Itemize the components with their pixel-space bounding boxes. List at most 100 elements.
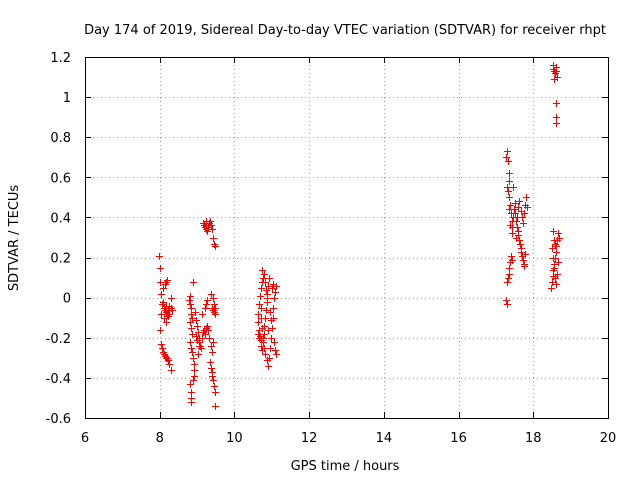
data-point xyxy=(509,257,516,264)
data-point xyxy=(260,275,267,282)
data-point xyxy=(210,295,217,302)
data-point xyxy=(270,305,277,312)
data-point xyxy=(506,271,513,278)
data-point xyxy=(522,251,529,258)
data-point xyxy=(169,307,176,314)
data-point xyxy=(186,297,193,304)
data-point xyxy=(212,403,219,410)
data-point xyxy=(207,218,214,225)
data-point xyxy=(189,331,196,338)
x-tick-labels: 6 8 10 12 14 16 18 20 xyxy=(81,431,616,446)
data-point xyxy=(269,285,276,292)
data-point xyxy=(187,319,194,326)
data-point xyxy=(189,349,196,356)
data-point xyxy=(199,311,206,318)
data-point xyxy=(188,345,195,352)
data-point xyxy=(552,275,559,282)
data-point xyxy=(520,257,527,264)
grid-lines xyxy=(85,57,608,418)
data-point xyxy=(269,325,276,332)
data-point xyxy=(548,285,555,292)
data-point xyxy=(271,295,278,302)
data-point xyxy=(268,335,275,342)
x-tick-label: 8 xyxy=(156,431,164,446)
y-axis-label: SDTVAR / TECUs xyxy=(7,185,22,292)
y-tick-label: 0.2 xyxy=(50,252,71,267)
data-point xyxy=(209,349,216,356)
data-point xyxy=(273,351,280,358)
data-point xyxy=(188,311,195,318)
data-point xyxy=(504,279,511,286)
data-point xyxy=(208,222,215,229)
data-point xyxy=(258,285,265,292)
data-point xyxy=(204,297,211,304)
data-point xyxy=(505,188,512,195)
data-point xyxy=(164,277,171,284)
data-point xyxy=(163,303,170,310)
data-point xyxy=(271,339,278,346)
data-point xyxy=(165,357,172,364)
data-point xyxy=(209,373,216,380)
data-point xyxy=(513,235,520,242)
data-point xyxy=(188,389,195,396)
data-point xyxy=(192,309,199,316)
data-point xyxy=(504,301,511,308)
data-point xyxy=(255,331,262,338)
axis-ticks xyxy=(85,57,609,419)
data-point xyxy=(508,253,515,260)
data-point xyxy=(212,389,219,396)
data-point xyxy=(210,235,217,242)
data-point xyxy=(168,367,175,374)
data-point xyxy=(262,351,269,358)
data-point xyxy=(267,345,274,352)
data-point xyxy=(166,361,173,368)
data-point xyxy=(506,265,513,272)
data-point xyxy=(504,184,511,191)
data-point xyxy=(208,343,215,350)
data-point xyxy=(272,347,279,354)
y-tick-label: -0.2 xyxy=(46,332,71,347)
data-point xyxy=(190,279,197,286)
data-point xyxy=(270,281,277,288)
data-point xyxy=(553,281,560,288)
data-point xyxy=(187,339,194,346)
y-tick-label: 0.8 xyxy=(50,131,71,146)
data-point xyxy=(505,158,512,165)
data-point xyxy=(158,341,165,348)
data-point xyxy=(552,241,559,248)
data-point xyxy=(195,351,202,358)
data-point xyxy=(212,311,219,318)
data-point xyxy=(255,311,262,318)
y-tick-label: 1.2 xyxy=(50,51,71,66)
data-point xyxy=(516,198,523,205)
data-point xyxy=(553,120,560,127)
data-point xyxy=(160,299,167,306)
data-point xyxy=(521,263,528,270)
data-point xyxy=(553,114,560,121)
data-point xyxy=(157,327,164,334)
data-point xyxy=(256,335,263,342)
data-point xyxy=(521,210,528,217)
data-point xyxy=(211,301,218,308)
data-point xyxy=(520,220,527,227)
data-point xyxy=(259,325,266,332)
data-point xyxy=(549,279,556,286)
data-point xyxy=(191,367,198,374)
data-point xyxy=(268,317,275,324)
data-point xyxy=(514,224,521,231)
data-point xyxy=(258,315,265,322)
data-point xyxy=(259,279,266,286)
data-point xyxy=(518,249,525,256)
data-point xyxy=(191,373,198,380)
y-tick-label: 0 xyxy=(63,292,71,307)
data-point xyxy=(259,267,266,274)
data-point xyxy=(505,275,512,282)
data-point xyxy=(263,307,270,314)
y-tick-label: 0.6 xyxy=(50,171,71,186)
x-tick-label: 14 xyxy=(376,431,393,446)
data-point xyxy=(551,237,558,244)
data-point xyxy=(161,315,168,322)
data-point xyxy=(506,194,513,201)
data-point xyxy=(190,377,197,384)
data-point xyxy=(513,218,520,225)
